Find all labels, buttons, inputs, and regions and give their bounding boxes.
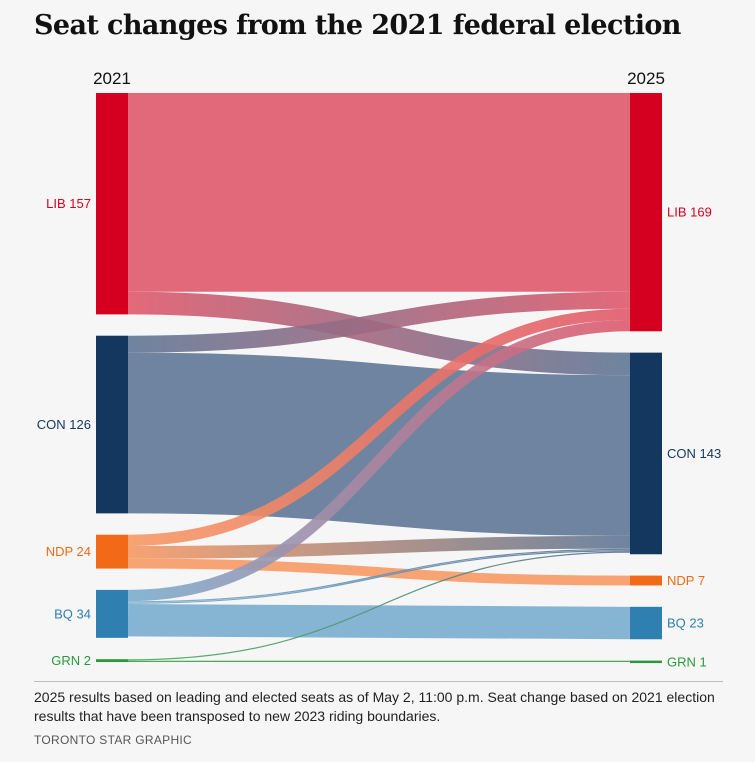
right-year-label: 2025 xyxy=(627,69,665,88)
node-2025-lib xyxy=(630,93,662,332)
label-2021-grn: GRN 2 xyxy=(51,653,91,668)
label-2025-bq: BQ 23 xyxy=(667,616,704,631)
flow-con-to-lib xyxy=(127,291,631,353)
flows-layer xyxy=(127,92,631,662)
label-2025-ndp: NDP 7 xyxy=(667,573,705,588)
label-2025-lib: LIB 169 xyxy=(667,205,712,220)
flow-con-to-con xyxy=(127,352,631,536)
flow-ndp-to-con xyxy=(127,535,631,559)
left-year-label: 2021 xyxy=(93,69,131,88)
chart-title: Seat changes from the 2021 federal elect… xyxy=(34,10,681,41)
node-2021-lib xyxy=(96,93,128,315)
footnote-divider xyxy=(34,681,723,682)
flow-bq-to-lib xyxy=(127,320,631,602)
label-2021-lib: LIB 157 xyxy=(46,196,91,211)
sankey-chart: LIB 157 CON 126 NDP 24 BQ 34 GRN 2 LIB 169 CON… xyxy=(37,69,721,669)
node-2025-con xyxy=(630,352,662,555)
flow-bq-to-con xyxy=(127,550,631,604)
flow-grn-to-con xyxy=(127,551,631,661)
label-2021-con: CON 126 xyxy=(37,417,91,432)
node-2021-ndp xyxy=(96,534,128,569)
label-2025-grn: GRN 1 xyxy=(667,654,707,669)
node-2021-con xyxy=(96,335,128,514)
footnote: 2025 results based on leading and electe… xyxy=(34,689,715,724)
flow-bq-to-bq xyxy=(127,603,631,640)
label-2021-bq: BQ 34 xyxy=(54,606,91,621)
labels-layer: LIB 157 CON 126 NDP 24 BQ 34 GRN 2 LIB 169 CON… xyxy=(37,196,721,669)
label-2025-con: CON 143 xyxy=(667,446,721,461)
flow-bq-to-con xyxy=(127,548,631,603)
flow-ndp-to-ndp xyxy=(127,558,631,586)
credit: TORONTO STAR GRAPHIC xyxy=(34,733,193,747)
flow-ndp-to-lib xyxy=(127,308,631,546)
node-2025-bq xyxy=(630,606,662,640)
nodes-layer xyxy=(96,93,662,664)
label-2021-ndp: NDP 24 xyxy=(46,544,91,559)
node-2021-grn xyxy=(96,659,128,662)
node-2025-ndp xyxy=(630,575,662,586)
flow-lib-to-con xyxy=(127,291,631,376)
node-2021-bq xyxy=(96,589,128,638)
node-2025-grn xyxy=(630,660,662,664)
